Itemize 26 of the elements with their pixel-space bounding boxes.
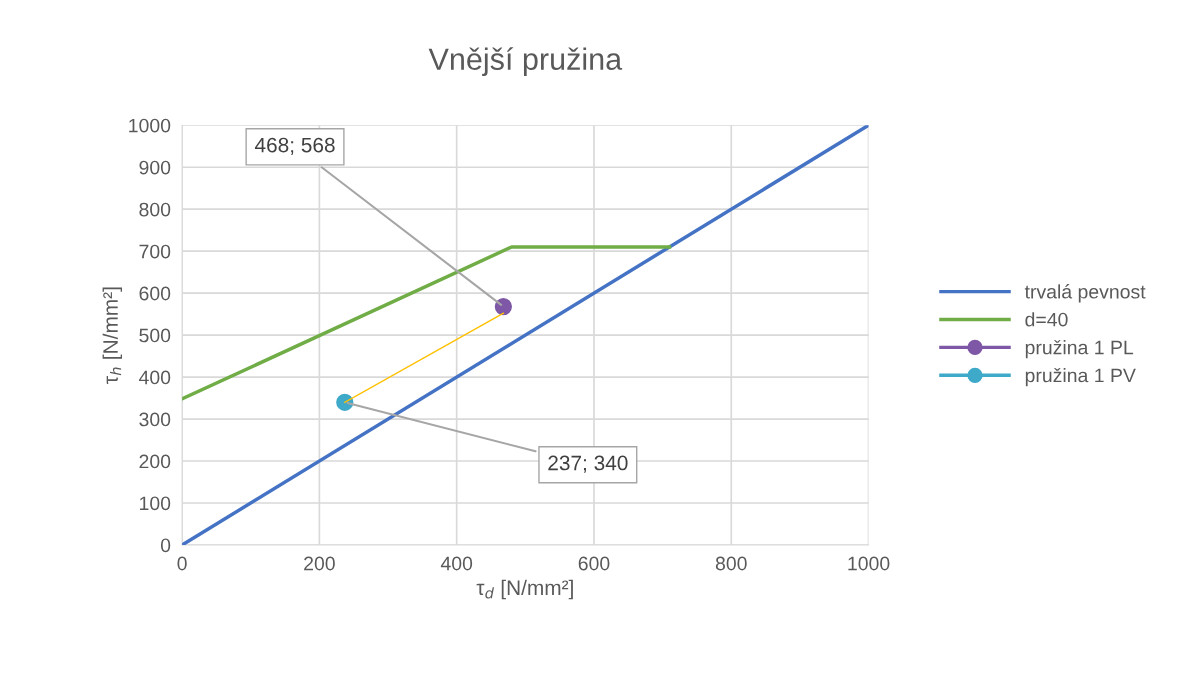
legend-label: pružina 1 PL bbox=[1025, 340, 1134, 359]
x-tick-label: 1000 bbox=[848, 556, 890, 571]
y-tick-label: 500 bbox=[139, 328, 171, 343]
y-tick-label: 300 bbox=[139, 412, 171, 427]
chart-title: Vnější pružina bbox=[428, 47, 623, 77]
x-axis-title: τ$_{d}$ [N/mm²] bbox=[476, 579, 573, 600]
x-tick-label: 200 bbox=[304, 556, 335, 571]
x-tick-label: 400 bbox=[440, 556, 473, 571]
y-tick-label: 400 bbox=[138, 370, 171, 385]
y-tick-label: 100 bbox=[140, 496, 171, 511]
annotation: 237; 340 bbox=[548, 455, 628, 473]
x-tick-label: 0 bbox=[177, 556, 187, 571]
y-tick-label: 900 bbox=[139, 160, 171, 175]
y-axis-title: τ$_{h}$ [N/mm²] bbox=[102, 287, 123, 384]
y-tick-label: 1000 bbox=[129, 118, 171, 133]
y-tick-label: 600 bbox=[139, 286, 171, 301]
y-tick-label: 0 bbox=[160, 538, 171, 553]
x-tick-label: 800 bbox=[715, 556, 747, 571]
x-tick-label: 600 bbox=[578, 556, 610, 571]
legend-label: d=40 bbox=[1025, 312, 1068, 327]
y-tick-label: 700 bbox=[139, 244, 171, 259]
y-tick-label: 800 bbox=[139, 202, 171, 217]
annotation: 468; 568 bbox=[254, 137, 335, 155]
legend-label: pružina 1 PV bbox=[1025, 367, 1136, 387]
y-tick-label: 200 bbox=[139, 454, 171, 469]
legend-label: trvalá pevnost bbox=[1024, 284, 1146, 303]
